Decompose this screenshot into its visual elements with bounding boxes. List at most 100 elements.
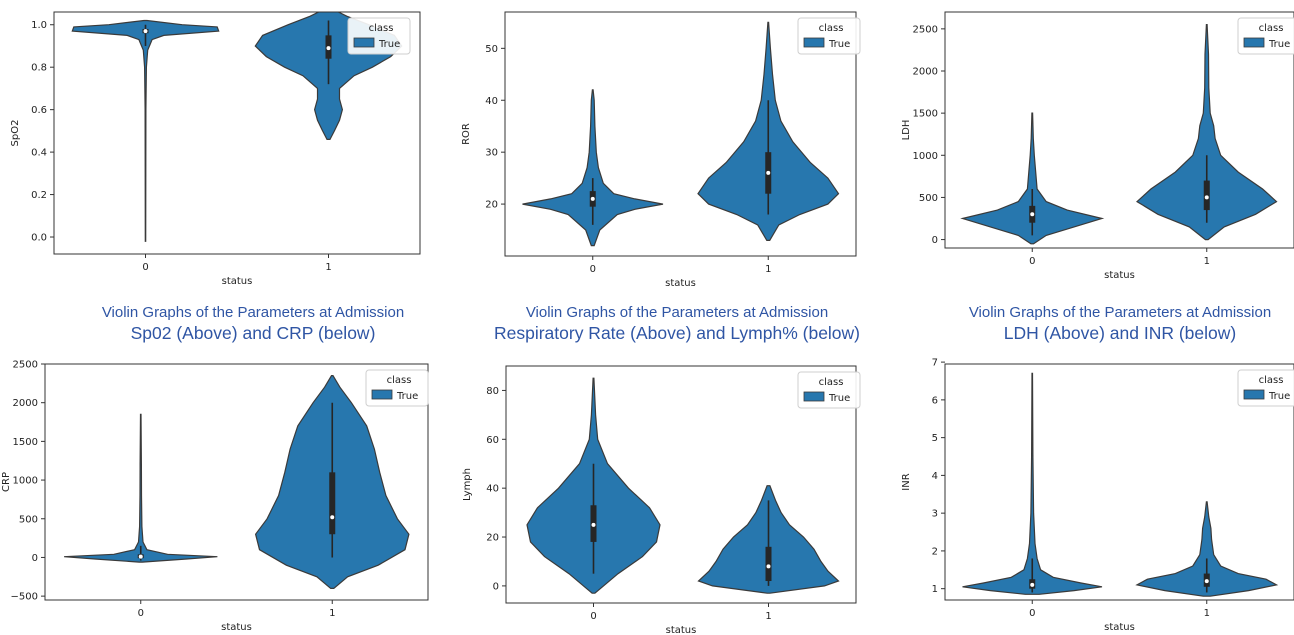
legend-entry: True (378, 39, 400, 50)
caption-line1: Violin Graphs of the Parameters at Admis… (968, 304, 1272, 321)
legend-title: class (369, 23, 394, 34)
plot-area (960, 24, 1278, 245)
legend-swatch (803, 391, 825, 402)
x-tick-label: 1 (765, 264, 771, 275)
violin-body-0 (71, 19, 220, 242)
legend-swatch (371, 389, 393, 400)
y-tick-label: 40 (485, 96, 498, 107)
x-tick-label: 0 (1029, 256, 1035, 267)
y-tick-label: 4 (932, 471, 938, 482)
legend: class True (1237, 369, 1294, 407)
iqr-box-1 (329, 472, 336, 535)
y-axis-label: CRP (1, 472, 12, 492)
y-tick-label: 5 (932, 433, 938, 444)
y-tick-label: 0.0 (31, 233, 47, 244)
y-tick-label: 500 (919, 193, 938, 204)
violin-body-0 (522, 89, 664, 247)
legend-entry: True (828, 39, 850, 50)
violin-chart-ldh: 0 500 1000 1500 2000 2500 0 1 status LDH class True (901, 11, 1294, 281)
legend-swatch (1243, 37, 1265, 48)
x-tick-label: 1 (1204, 608, 1210, 619)
median-dot-1 (766, 564, 771, 569)
y-tick-label: 7 (932, 358, 938, 369)
caption-line2: LDH (Above) and INR (below) (1003, 323, 1237, 343)
caption-line2: Sp02 (Above) and CRP (below) (130, 323, 376, 343)
y-axis-label: SpO2 (10, 120, 21, 147)
plot-frame (505, 365, 857, 604)
legend-swatch (1243, 389, 1265, 400)
violin-body-1 (1135, 501, 1279, 597)
violin-chart-crp: −500 0 500 1000 1500 2000 2500 0 1 status CRP class… (1, 360, 429, 633)
legend-swatch (803, 37, 825, 48)
plot-frame (44, 363, 429, 601)
y-tick-label: 1500 (913, 109, 938, 120)
violin-chart-ror: 20 30 40 50 0 1 status ROR class True (461, 11, 861, 289)
y-tick-label: 0 (932, 235, 938, 246)
y-tick-label: 2000 (13, 398, 38, 409)
median-dot-1 (1204, 579, 1209, 584)
legend-title: class (387, 375, 412, 386)
iqr-box-1 (1203, 180, 1210, 211)
x-tick-label: 1 (329, 608, 335, 619)
x-tick-label: 1 (765, 611, 771, 622)
x-axis-label: status (222, 276, 253, 287)
median-dot-1 (330, 515, 335, 520)
caption-line2: Respiratory Rate (Above) and Lymph% (bel… (493, 323, 861, 343)
plot-area (64, 375, 410, 589)
y-axis-label: INR (901, 473, 912, 490)
legend-entry: True (1268, 39, 1290, 50)
plot-frame (944, 11, 1294, 249)
y-tick-label: 1000 (13, 476, 38, 487)
x-tick-label: 0 (590, 611, 596, 622)
y-tick-label: 2500 (913, 24, 938, 35)
x-axis-label: status (1104, 270, 1135, 281)
y-tick-label: 1.0 (31, 20, 47, 31)
y-tick-label: 2500 (13, 360, 38, 371)
x-tick-label: 1 (325, 262, 331, 273)
legend-swatch (353, 37, 375, 48)
caption-line1: Violin Graphs of the Parameters at Admis… (101, 304, 405, 321)
y-tick-label: 80 (486, 386, 499, 397)
y-tick-label: 30 (485, 148, 498, 159)
y-tick-label: 50 (485, 44, 498, 55)
y-tick-label: −500 (11, 592, 38, 603)
y-tick-label: 1000 (913, 151, 938, 162)
legend: class True (797, 17, 861, 55)
y-tick-label: 0.6 (31, 105, 47, 116)
legend-title: class (819, 23, 844, 34)
y-tick-label: 6 (932, 395, 938, 406)
caption-ldh-inr: Violin Graphs of the Parameters at Admis… (930, 303, 1294, 345)
median-dot-0 (143, 29, 148, 34)
y-tick-label: 20 (486, 533, 499, 544)
median-dot-0 (1030, 212, 1035, 217)
legend: class True (797, 371, 861, 409)
plot-frame (944, 363, 1294, 601)
caption-spo2-crp: Violin Graphs of the Parameters at Admis… (63, 303, 443, 345)
median-dot-0 (590, 196, 595, 201)
x-axis-label: status (221, 622, 252, 633)
plot-area (526, 377, 840, 594)
y-tick-label: 0.8 (31, 63, 47, 74)
x-tick-label: 1 (1204, 256, 1210, 267)
median-dot-1 (326, 46, 331, 51)
median-dot-1 (766, 170, 771, 175)
y-axis-label: LDH (901, 120, 912, 141)
plot-frame (53, 11, 421, 255)
violin-chart-lymph: 0 20 40 60 80 0 1 status Lymph class True (462, 365, 861, 635)
violin-chart-inr: 1 2 3 4 5 6 7 0 1 status INR class True (901, 358, 1294, 633)
legend-title: class (1259, 375, 1284, 386)
y-tick-label: 0 (32, 553, 38, 564)
legend-title: class (819, 377, 844, 388)
plot-area (962, 372, 1279, 597)
legend: class True (365, 369, 429, 407)
x-axis-label: status (666, 625, 697, 635)
median-dot-0 (591, 522, 596, 527)
violin-body-0 (960, 112, 1105, 245)
y-axis-label: Lymph (462, 468, 473, 501)
y-tick-label: 60 (486, 435, 499, 446)
legend-entry: True (1268, 391, 1290, 402)
caption-line1: Violin Graphs of the Parameters at Admis… (525, 304, 829, 321)
x-tick-label: 0 (590, 264, 596, 275)
legend-title: class (1259, 23, 1284, 34)
y-tick-label: 2 (932, 546, 938, 557)
